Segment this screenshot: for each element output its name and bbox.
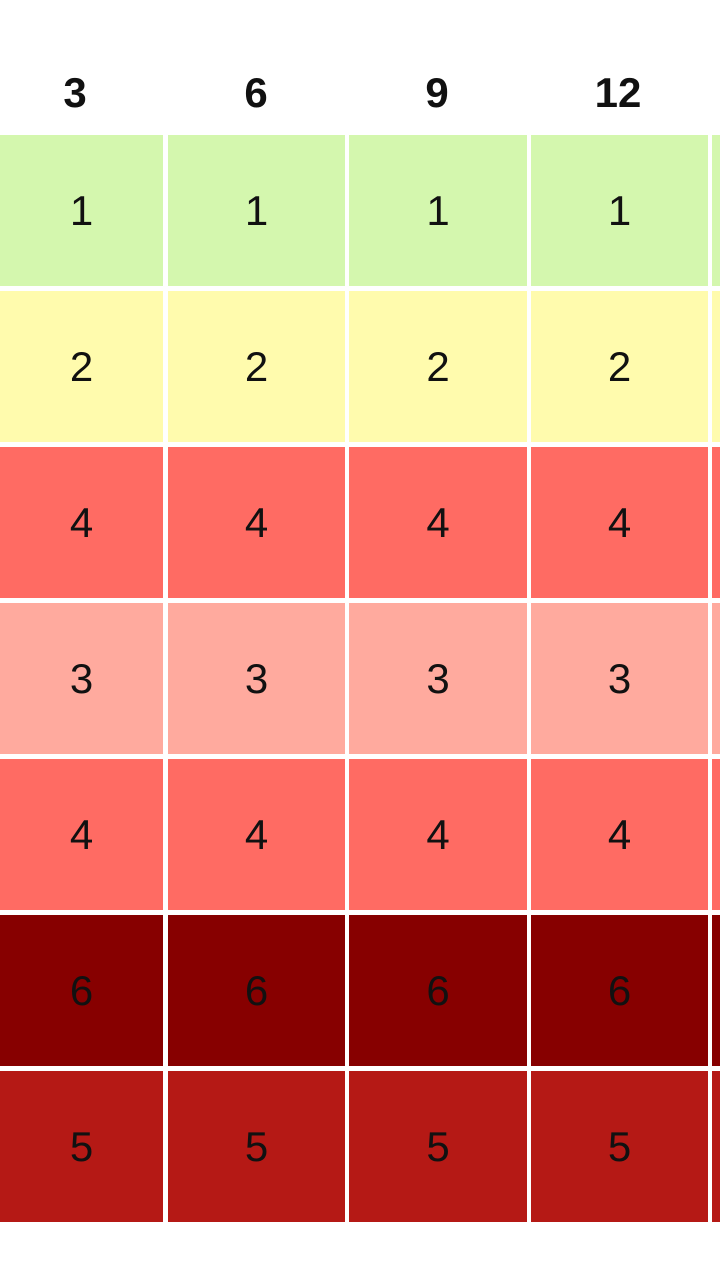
heatmap-cell: 5 bbox=[0, 1071, 163, 1222]
heatmap-cell: 1 bbox=[0, 135, 163, 286]
heatmap-cell: 4 bbox=[531, 447, 708, 598]
heatmap-cell: 5 bbox=[168, 1071, 345, 1222]
heatmap-cell: 1 bbox=[531, 135, 708, 286]
column-label: 6 bbox=[244, 69, 268, 116]
heatmap-cell: 6 bbox=[168, 915, 345, 1066]
heatmap-cell: 4 bbox=[168, 759, 345, 910]
heatmap-cell: 1 bbox=[168, 135, 345, 286]
heatmap-cell: 2 bbox=[349, 291, 527, 442]
heatmap-cell: 2 bbox=[0, 291, 163, 442]
column-label: 3 bbox=[63, 69, 87, 116]
heatmap-cell: 6 bbox=[531, 915, 708, 1066]
column-label: 9 bbox=[425, 69, 449, 116]
heatmap-cell-partial bbox=[712, 1071, 720, 1222]
heatmap-cell: 4 bbox=[349, 759, 527, 910]
heatmap-cell: 2 bbox=[531, 291, 708, 442]
heatmap-cell: 6 bbox=[349, 915, 527, 1066]
heatmap-cell: 4 bbox=[349, 447, 527, 598]
heatmap-cell: 4 bbox=[531, 759, 708, 910]
heatmap-cell: 5 bbox=[531, 1071, 708, 1222]
heatmap-cell: 4 bbox=[0, 447, 163, 598]
heatmap-cell: 4 bbox=[168, 447, 345, 598]
heatmap-cell-partial bbox=[712, 291, 720, 442]
heatmap-cell: 1 bbox=[349, 135, 527, 286]
heatmap-cell-partial bbox=[712, 135, 720, 286]
heatmap-cell: 3 bbox=[0, 603, 163, 754]
heatmap-cell: 6 bbox=[0, 915, 163, 1066]
heatmap-cell: 3 bbox=[168, 603, 345, 754]
heatmap-cell: 2 bbox=[168, 291, 345, 442]
heatmap-cell-partial bbox=[712, 759, 720, 910]
heatmap-cell: 3 bbox=[349, 603, 527, 754]
heatmap-cell-partial bbox=[712, 915, 720, 1066]
heatmap-cell: 4 bbox=[0, 759, 163, 910]
heatmap-cell-partial bbox=[712, 603, 720, 754]
heatmap-cell-partial bbox=[712, 447, 720, 598]
heatmap-cell: 3 bbox=[531, 603, 708, 754]
heatmap-cell: 5 bbox=[349, 1071, 527, 1222]
column-label: 12 bbox=[594, 69, 642, 116]
